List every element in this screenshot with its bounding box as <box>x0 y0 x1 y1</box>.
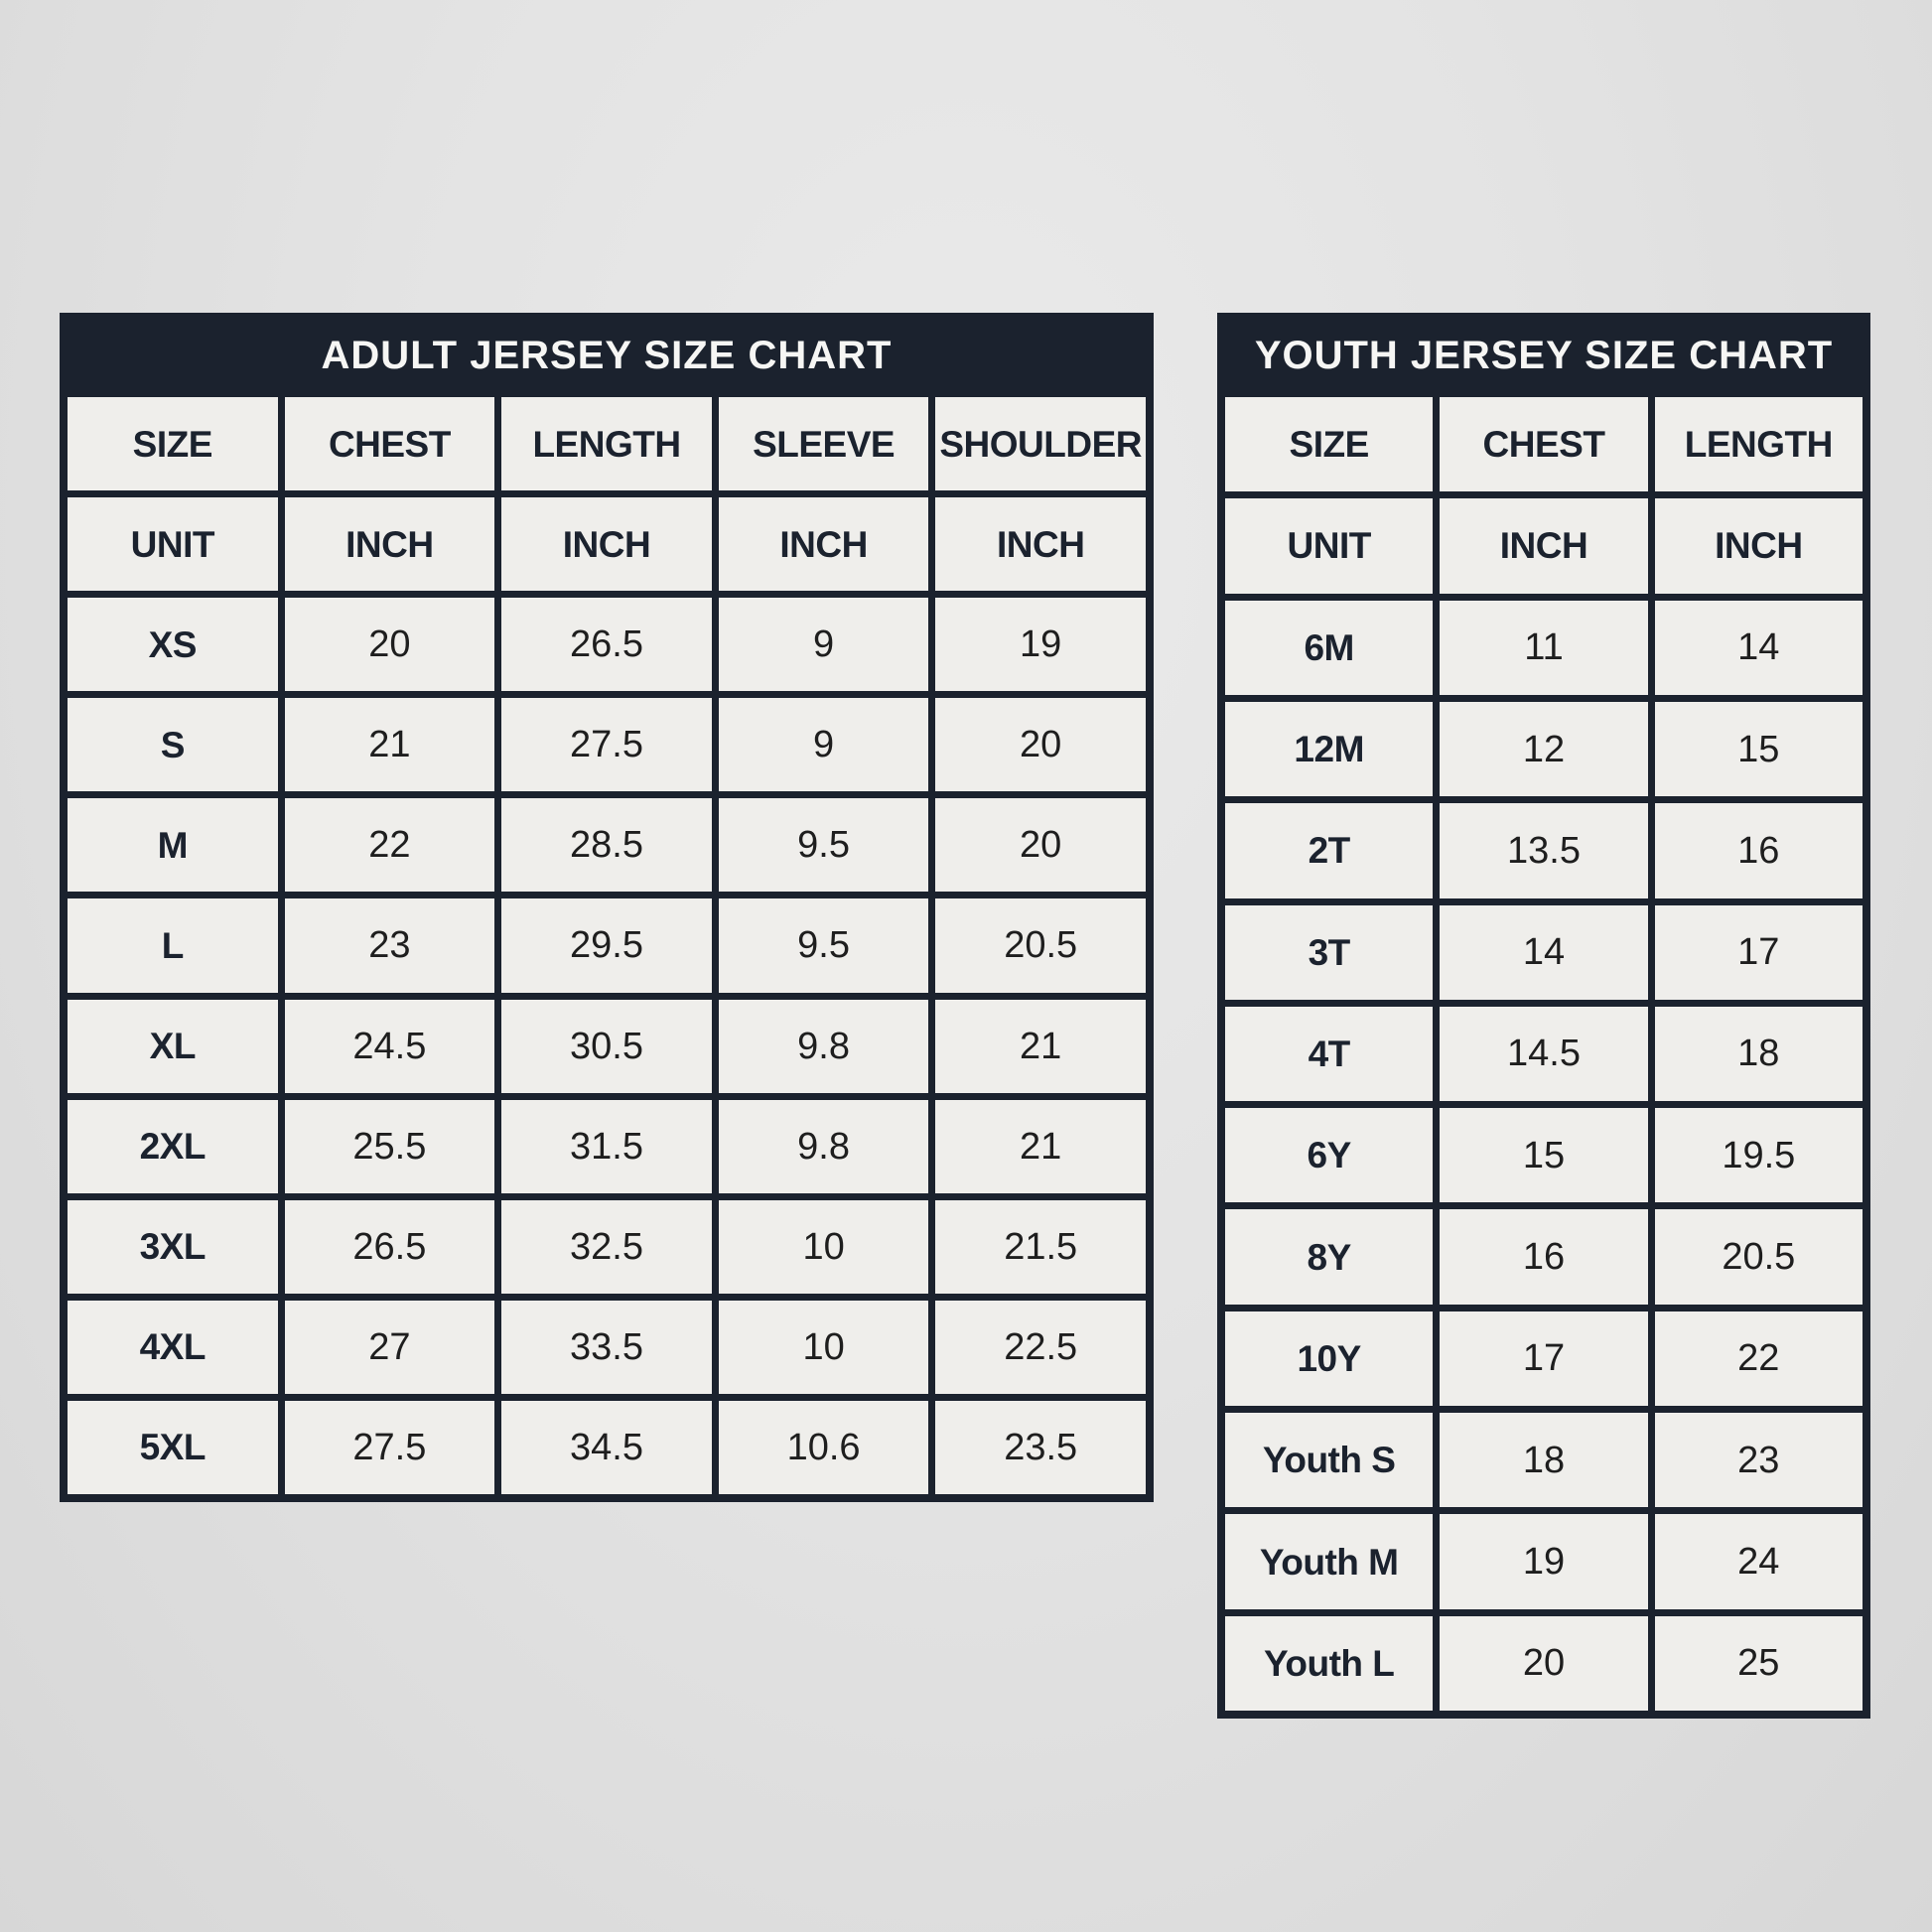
column-header: LENGTH <box>501 397 712 491</box>
value-cell: 17 <box>1654 904 1863 1000</box>
value-cell: 23 <box>1654 1413 1863 1508</box>
value-cell: 14.5 <box>1440 1006 1648 1102</box>
row-size-label: 3T <box>1225 904 1434 1000</box>
value-cell: 20 <box>935 698 1146 792</box>
unit-cell: INCH <box>284 497 495 592</box>
value-cell: 26.5 <box>284 1199 495 1294</box>
row-size-label: 4T <box>1225 1006 1434 1102</box>
value-cell: 34.5 <box>501 1400 712 1494</box>
column-header: CHEST <box>1440 397 1648 492</box>
value-cell: 22.5 <box>935 1300 1146 1394</box>
value-cell: 18 <box>1440 1413 1648 1508</box>
value-cell: 14 <box>1654 600 1863 695</box>
value-cell: 20.5 <box>1654 1209 1863 1305</box>
value-cell: 10 <box>718 1300 929 1394</box>
value-cell: 9.5 <box>718 898 929 993</box>
unit-label: UNIT <box>1225 498 1434 594</box>
value-cell: 19.5 <box>1654 1108 1863 1203</box>
value-cell: 9.8 <box>718 999 929 1093</box>
row-size-label: XS <box>68 598 278 692</box>
value-cell: 32.5 <box>501 1199 712 1294</box>
column-header: SIZE <box>1225 397 1434 492</box>
value-cell: 15 <box>1654 701 1863 797</box>
value-cell: 25.5 <box>284 1099 495 1193</box>
value-cell: 31.5 <box>501 1099 712 1193</box>
row-size-label: Youth S <box>1225 1413 1434 1508</box>
row-size-label: 2T <box>1225 803 1434 898</box>
value-cell: 21 <box>935 1099 1146 1193</box>
value-cell: 9 <box>718 598 929 692</box>
row-size-label: Youth L <box>1225 1615 1434 1711</box>
value-cell: 24.5 <box>284 999 495 1093</box>
column-header: LENGTH <box>1654 397 1863 492</box>
row-size-label: S <box>68 698 278 792</box>
unit-cell: INCH <box>1654 498 1863 594</box>
value-cell: 33.5 <box>501 1300 712 1394</box>
value-cell: 30.5 <box>501 999 712 1093</box>
value-cell: 23 <box>284 898 495 993</box>
value-cell: 12 <box>1440 701 1648 797</box>
value-cell: 26.5 <box>501 598 712 692</box>
value-cell: 16 <box>1440 1209 1648 1305</box>
unit-label: UNIT <box>68 497 278 592</box>
row-size-label: 3XL <box>68 1199 278 1294</box>
value-cell: 18 <box>1654 1006 1863 1102</box>
value-cell: 16 <box>1654 803 1863 898</box>
row-size-label: 10Y <box>1225 1311 1434 1407</box>
column-header: SIZE <box>68 397 278 491</box>
row-size-label: 12M <box>1225 701 1434 797</box>
adult-table-title: ADULT JERSEY SIZE CHART <box>68 321 1146 390</box>
value-cell: 10.6 <box>718 1400 929 1494</box>
unit-cell: INCH <box>1440 498 1648 594</box>
row-size-label: XL <box>68 999 278 1093</box>
value-cell: 9 <box>718 698 929 792</box>
value-cell: 19 <box>935 598 1146 692</box>
row-size-label: 5XL <box>68 1400 278 1494</box>
value-cell: 17 <box>1440 1311 1648 1407</box>
value-cell: 20 <box>935 798 1146 893</box>
value-cell: 28.5 <box>501 798 712 893</box>
value-cell: 15 <box>1440 1108 1648 1203</box>
unit-cell: INCH <box>935 497 1146 592</box>
column-header: SLEEVE <box>718 397 929 491</box>
value-cell: 27.5 <box>284 1400 495 1494</box>
row-size-label: M <box>68 798 278 893</box>
value-cell: 20 <box>284 598 495 692</box>
adult-jersey-size-chart-table: ADULT JERSEY SIZE CHART SIZE CHEST LENGTH S… <box>60 313 1154 1502</box>
row-size-label: Youth M <box>1225 1514 1434 1609</box>
unit-cell: INCH <box>501 497 712 592</box>
value-cell: 24 <box>1654 1514 1863 1609</box>
value-cell: 21 <box>935 999 1146 1093</box>
value-cell: 21 <box>284 698 495 792</box>
value-cell: 22 <box>284 798 495 893</box>
row-size-label: 8Y <box>1225 1209 1434 1305</box>
column-header: CHEST <box>284 397 495 491</box>
value-cell: 20.5 <box>935 898 1146 993</box>
value-cell: 19 <box>1440 1514 1648 1609</box>
row-size-label: L <box>68 898 278 993</box>
value-cell: 10 <box>718 1199 929 1294</box>
value-cell: 9.8 <box>718 1099 929 1193</box>
value-cell: 22 <box>1654 1311 1863 1407</box>
value-cell: 23.5 <box>935 1400 1146 1494</box>
youth-table-title: YOUTH JERSEY SIZE CHART <box>1225 321 1863 390</box>
value-cell: 21.5 <box>935 1199 1146 1294</box>
value-cell: 29.5 <box>501 898 712 993</box>
value-cell: 14 <box>1440 904 1648 1000</box>
row-size-label: 4XL <box>68 1300 278 1394</box>
value-cell: 11 <box>1440 600 1648 695</box>
row-size-label: 6Y <box>1225 1108 1434 1203</box>
youth-jersey-size-chart-table: YOUTH JERSEY SIZE CHART SIZE CHEST LENGTH U… <box>1217 313 1870 1719</box>
row-size-label: 2XL <box>68 1099 278 1193</box>
column-header: SHOULDER <box>935 397 1146 491</box>
value-cell: 27 <box>284 1300 495 1394</box>
row-size-label: 6M <box>1225 600 1434 695</box>
value-cell: 20 <box>1440 1615 1648 1711</box>
value-cell: 27.5 <box>501 698 712 792</box>
value-cell: 25 <box>1654 1615 1863 1711</box>
unit-cell: INCH <box>718 497 929 592</box>
value-cell: 9.5 <box>718 798 929 893</box>
value-cell: 13.5 <box>1440 803 1648 898</box>
